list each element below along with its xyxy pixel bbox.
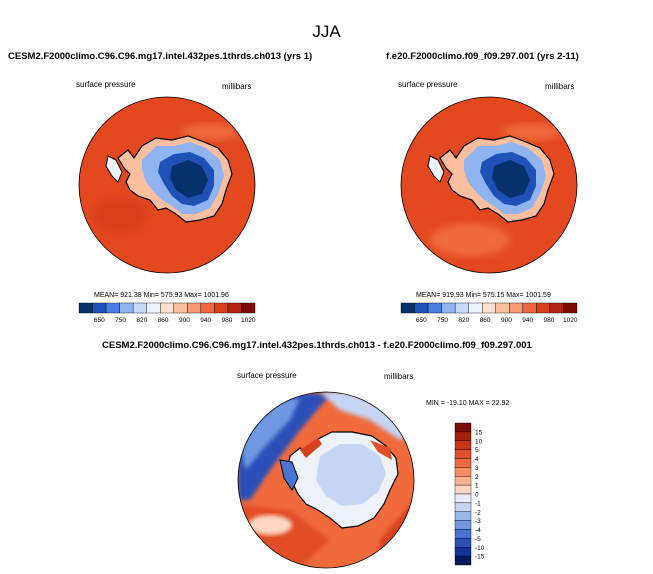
colorbar-swatch (227, 302, 242, 314)
colorbar-swatch (173, 302, 188, 314)
colorbar-swatch (214, 302, 229, 314)
colorbar-swatch (187, 302, 202, 314)
colorbar-swatch (509, 302, 524, 314)
colorbar-tick-label: 1 (475, 483, 479, 490)
colorbar-swatch (441, 302, 456, 314)
colorbar-tick-label: 1020 (241, 317, 256, 324)
right-panel-title: f.e20.F2000climo.f09_f09.297.001 (yrs 2-… (386, 51, 579, 62)
colorbar-swatch (454, 431, 472, 441)
colorbar-tick-label: 650 (416, 317, 427, 324)
colorbar-tick-label: -5 (475, 536, 481, 543)
colorbar-swatch (132, 302, 147, 314)
colorbar-tick-label: 0 (475, 492, 479, 499)
colorbar-tick-label: 940 (200, 317, 211, 324)
colorbar-tick-label: 940 (522, 317, 533, 324)
page-title: JJA (312, 22, 341, 41)
colorbar-tick-label: -2 (475, 509, 481, 516)
colorbar-swatch (522, 302, 537, 314)
colorbar-tick-label: 4 (475, 456, 479, 463)
colorbar-swatch (549, 302, 564, 314)
left-panel-title: CESM2.F2000climo.C96.C96.mg17.intel.432p… (8, 51, 313, 62)
left-colorbar: 650 750 820 860 900 940 980 1020 (78, 302, 256, 324)
colorbar-tick-label: -4 (475, 527, 481, 534)
colorbar-tick-label: 820 (458, 317, 469, 324)
colorbar-swatch (200, 302, 215, 314)
colorbar-swatch (454, 520, 472, 530)
colorbar-swatch (454, 467, 472, 477)
colorbar-tick-label: 900 (179, 317, 190, 324)
colorbar-tick-label: -15 (475, 554, 485, 561)
colorbar-swatch (454, 511, 472, 521)
colorbar-swatch (482, 302, 496, 314)
left-variable-label: surface pressure (76, 80, 136, 89)
colorbar-swatch (454, 484, 472, 495)
colorbar-tick-label: 900 (501, 317, 512, 324)
colorbar-swatch (468, 302, 483, 314)
colorbar-swatch (414, 302, 429, 314)
right-colorbar: 650 750 820 860 900 940 980 1020 (400, 302, 578, 324)
colorbar-tick-label: 5 (475, 447, 479, 454)
colorbar-tick-label: 860 (480, 317, 491, 324)
colorbar-tick-label: 750 (437, 317, 448, 324)
right-stats-label: MEAN= 919.93 Min= 575.15 Max= 1001.59 (416, 292, 551, 299)
diff-variable-label: surface pressure (237, 371, 297, 380)
colorbar-swatch (78, 302, 93, 314)
diff-units-label: millibars (384, 372, 414, 381)
colorbar-tick-label: -1 (475, 500, 481, 507)
left-units-label: millibars (222, 82, 252, 91)
colorbar-swatch (241, 302, 256, 314)
colorbar-tick-label: 2 (475, 474, 479, 481)
colorbar-swatch (146, 302, 161, 314)
colorbar-tick-label: 980 (222, 317, 233, 324)
colorbar-tick-label: 1020 (563, 317, 578, 324)
colorbar-swatch (536, 302, 551, 314)
colorbar-swatch (454, 493, 472, 504)
colorbar-tick-label: 3 (475, 465, 479, 472)
left-stats-label: MEAN= 921.38 Min= 575.93 Max= 1001.96 (94, 292, 229, 299)
right-polar-map (400, 96, 578, 274)
colorbar-tick-label: -3 (475, 518, 481, 525)
colorbar-swatch (563, 302, 578, 314)
colorbar-swatch (495, 302, 510, 314)
colorbar-swatch (454, 555, 472, 566)
colorbar-swatch (160, 302, 174, 314)
colorbar-tick-label: 980 (544, 317, 555, 324)
colorbar-swatch (454, 547, 472, 557)
colorbar-tick-label: 820 (136, 317, 147, 324)
colorbar-swatch (454, 538, 472, 548)
right-units-label: millibars (545, 82, 575, 91)
colorbar-swatch (454, 302, 469, 314)
colorbar-swatch (454, 422, 472, 433)
colorbar-tick-label: 15 (475, 429, 483, 436)
colorbar-swatch (454, 458, 472, 468)
colorbar-swatch (454, 502, 472, 512)
colorbar-swatch (454, 476, 472, 486)
colorbar-swatch (454, 440, 472, 450)
colorbar-swatch (400, 302, 415, 314)
diff-polar-map (237, 391, 415, 569)
colorbar-swatch (454, 449, 472, 459)
colorbar-swatch (119, 302, 134, 314)
colorbar-tick-label: 10 (475, 438, 483, 445)
colorbar-tick-label: 650 (94, 317, 105, 324)
colorbar-swatch (92, 302, 107, 314)
colorbar-swatch (454, 529, 472, 539)
right-variable-label: surface pressure (398, 80, 458, 89)
diff-stats-label: MIN = -19.10 MAX = 22.92 (426, 400, 510, 407)
colorbar-swatch (105, 302, 120, 314)
colorbar-tick-label: 860 (158, 317, 169, 324)
colorbar-tick-label: 750 (115, 317, 126, 324)
diff-panel-title: CESM2.F2000climo.C96.C96.mg17.intel.432p… (102, 340, 532, 351)
colorbar-tick-label: -10 (475, 545, 485, 552)
left-polar-map (78, 96, 256, 274)
colorbar-swatch (427, 302, 442, 314)
